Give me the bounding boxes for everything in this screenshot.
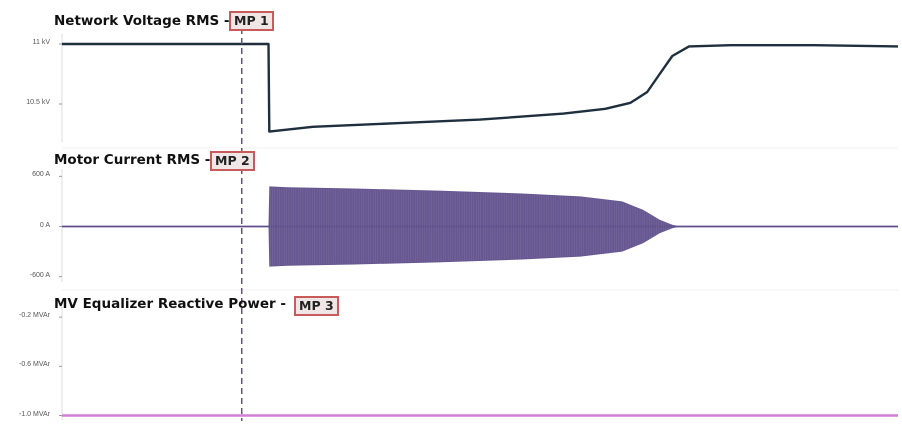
- voltage-tick-label: 10.5 kV: [26, 99, 50, 106]
- voltage-panel-title: Network Voltage RMS -: [54, 13, 230, 29]
- reactive-panel-title: MV Equalizer Reactive Power -: [54, 296, 286, 312]
- current-tick-label: 0 A: [39, 221, 50, 229]
- reactive-tick-label: -0.6 MVAr: [19, 361, 50, 369]
- voltage-mp-badge: MP 1: [229, 11, 274, 31]
- current-oscillation-texture: [269, 187, 678, 266]
- current-panel-title: Motor Current RMS -: [54, 152, 211, 168]
- reactive-tick-label: -1.0 MVAr: [19, 410, 50, 418]
- voltage-tick-label: 11 kV: [32, 39, 50, 46]
- reactive-mp-badge: MP 3: [294, 296, 339, 316]
- voltage-series-line: [62, 42, 899, 133]
- current-tick-label: 600 A: [32, 171, 50, 179]
- reactive-tick-label: -0.2 MVAr: [19, 312, 50, 320]
- current-oscillation-envelope: [62, 186, 898, 267]
- current-tick-label: -600 A: [29, 271, 50, 279]
- current-mp-badge: MP 2: [210, 151, 255, 171]
